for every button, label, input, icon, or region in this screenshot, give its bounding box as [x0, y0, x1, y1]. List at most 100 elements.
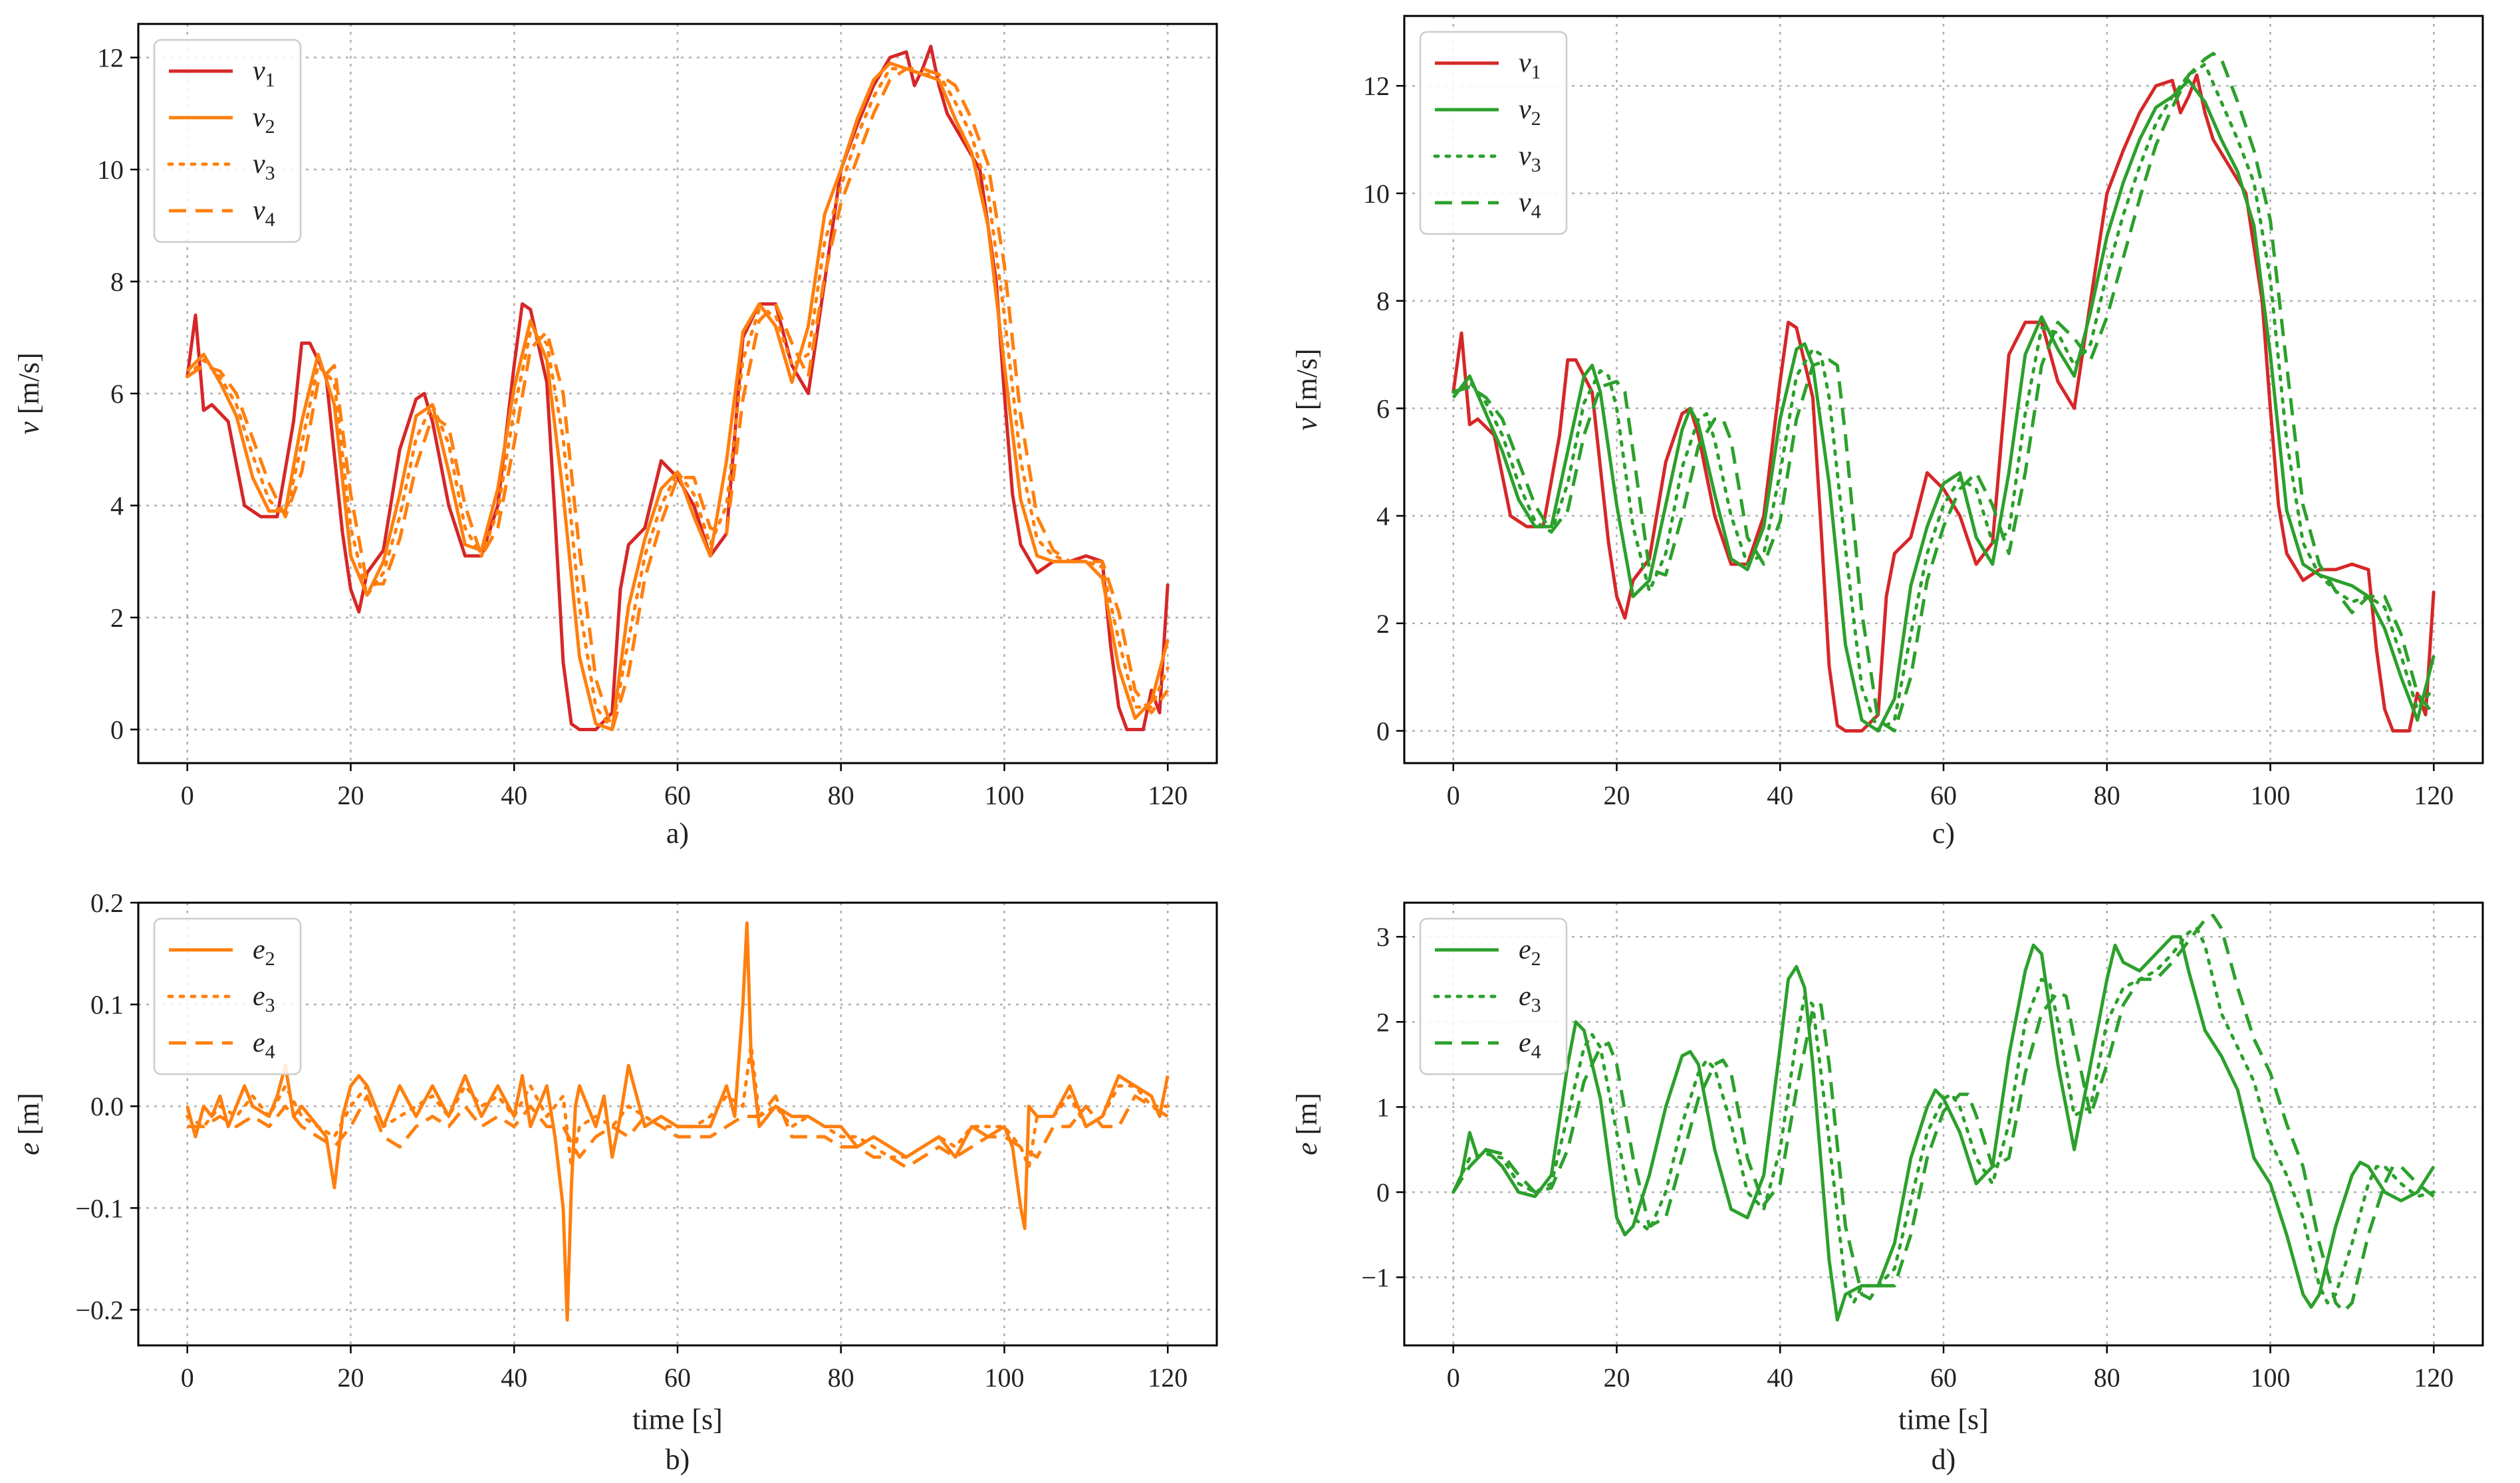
panel-a-label: a)	[666, 817, 689, 850]
legend-label: v3	[253, 149, 275, 184]
panel-b-y-axis-label: e [m]	[13, 1093, 45, 1155]
x-tick-label: 120	[1148, 1363, 1188, 1393]
panel-b-x-axis-label: time [s]	[632, 1403, 723, 1436]
legend-label: e3	[1519, 981, 1541, 1016]
panel-b-y-ticks: −0.2 −0.1 0.0 0.1 0.2	[75, 888, 138, 1325]
x-tick-label: 60	[664, 780, 691, 810]
x-tick-label: 40	[501, 1363, 527, 1393]
y-tick-label: 8	[110, 267, 124, 297]
series-line-e2	[1451, 935, 2436, 1322]
x-tick-label: 100	[2251, 1363, 2291, 1393]
x-tick-label: 120	[2414, 1363, 2454, 1393]
y-tick-label: −1	[1361, 1263, 1390, 1293]
x-tick-label: 120	[2414, 780, 2454, 810]
y-tick-label: 0	[1376, 1177, 1390, 1207]
series-line-v1	[186, 45, 1170, 731]
panel-d-x-axis-label: time [s]	[1898, 1403, 1989, 1436]
panel-d-legend: e2 e3 e4	[1419, 917, 1568, 1076]
x-tick-label: 20	[337, 1363, 364, 1393]
y-tick-label: 0.0	[90, 1091, 124, 1121]
x-tick-label: 0	[181, 1363, 194, 1393]
panel-d-label: d)	[1932, 1443, 1956, 1476]
y-tick-label: 6	[110, 379, 124, 409]
series-line-e3	[186, 1043, 1170, 1169]
y-tick-label: 0	[110, 715, 124, 744]
y-tick-label: 2	[1376, 1007, 1390, 1037]
panel-d-series	[1451, 913, 2436, 1322]
series-line-e4	[1451, 913, 2435, 1313]
panel-c-x-ticks: 0 20 40 60 80 100 120	[1447, 763, 2454, 810]
series-line-e3	[1451, 926, 2436, 1305]
y-tick-label: 8	[1376, 286, 1390, 316]
legend-label: e4	[1519, 1028, 1541, 1063]
legend-box	[1419, 31, 1568, 235]
panel-b-legend: e2 e3 e4	[153, 917, 302, 1076]
x-tick-label: 60	[664, 1363, 691, 1393]
y-tick-label: 2	[1376, 609, 1390, 639]
x-tick-label: 40	[1767, 1363, 1793, 1393]
panel-d-x-ticks: 0 20 40 60 80 100 120	[1447, 1345, 2454, 1393]
x-tick-label: 40	[1767, 780, 1793, 810]
panel-a-velocity-chart: 0 20 40 60 80 100 120 0 2 4 6 8 10 12 v1 v2 v3 v4 v [m/…	[13, 23, 1218, 850]
legend-label: v3	[1519, 141, 1541, 176]
x-tick-label: 60	[1930, 1363, 1957, 1393]
x-tick-label: 80	[828, 780, 854, 810]
panel-c-velocity-chart: 0 20 40 60 80 100 120 0 2 4 6 8 10 12 v1 v2 v3 v4 v [m/…	[1291, 15, 2484, 850]
legend-label: e3	[253, 981, 275, 1016]
panel-c-y-ticks: 0 2 4 6 8 10 12	[1363, 71, 1404, 746]
series-line-v3	[1451, 62, 2436, 733]
panel-d-y-ticks: −1 0 1 2 3	[1361, 922, 1404, 1293]
panel-b-label: b)	[666, 1443, 690, 1476]
y-tick-label: 4	[110, 491, 124, 520]
series-line-e4	[187, 1094, 1169, 1169]
panel-c-series	[1451, 52, 2436, 733]
series-line-v2	[186, 61, 1170, 731]
y-tick-label: 6	[1376, 394, 1390, 423]
y-tick-label: 10	[97, 155, 124, 185]
x-tick-label: 40	[501, 780, 527, 810]
y-tick-label: 12	[97, 43, 124, 73]
panel-a-grid	[138, 24, 1217, 763]
legend-label: v4	[1519, 187, 1541, 223]
x-tick-label: 0	[1447, 1363, 1460, 1393]
x-tick-label: 60	[1930, 780, 1957, 810]
panel-d-error-chart: 0 20 40 60 80 100 120 −1 0 1 2 3 e2 e3 e4 e [m] time…	[1291, 901, 2484, 1476]
y-tick-label: 1	[1376, 1092, 1390, 1122]
legend-label: v1	[1519, 48, 1541, 83]
legend-label: v2	[253, 102, 275, 138]
x-tick-label: 20	[337, 780, 364, 810]
y-tick-label: 4	[1376, 501, 1390, 531]
y-tick-label: −0.2	[75, 1295, 124, 1325]
series-line-v2	[1451, 78, 2436, 733]
x-tick-label: 100	[985, 780, 1025, 810]
panel-b-x-ticks: 0 20 40 60 80 100 120	[181, 1345, 1188, 1393]
panel-c-y-axis-label: v [m/s]	[1291, 348, 1323, 430]
legend-label: e2	[1519, 935, 1541, 970]
series-line-v1	[1451, 73, 2436, 733]
legend-label: e2	[253, 935, 275, 970]
x-tick-label: 80	[2094, 1363, 2120, 1393]
panel-a-x-ticks: 0 20 40 60 80 100 120	[181, 763, 1188, 810]
y-tick-label: 10	[1363, 179, 1390, 209]
x-tick-label: 20	[1603, 780, 1630, 810]
legend-label: v2	[1519, 94, 1541, 130]
y-tick-label: 2	[110, 603, 124, 633]
x-tick-label: 20	[1603, 1363, 1630, 1393]
panel-b-series	[186, 921, 1170, 1322]
panel-b-error-chart: 0 20 40 60 80 100 120 −0.2 −0.1 0.0 0.1 0.2 e2 e3 e4…	[13, 888, 1218, 1476]
legend-label: v4	[253, 195, 275, 231]
panel-c-grid	[1404, 16, 2483, 763]
x-tick-label: 100	[985, 1363, 1025, 1393]
legend-label: e4	[253, 1028, 275, 1063]
y-tick-label: 0.1	[90, 990, 124, 1020]
legend-label: v1	[253, 56, 275, 91]
x-tick-label: 0	[1447, 780, 1460, 810]
x-tick-label: 80	[2094, 780, 2120, 810]
y-tick-label: 12	[1363, 71, 1390, 101]
panel-a-y-axis-label: v [m/s]	[13, 352, 45, 434]
x-tick-label: 100	[2251, 780, 2291, 810]
panel-c-label: c)	[1932, 817, 1955, 850]
panel-a-series	[186, 45, 1170, 731]
